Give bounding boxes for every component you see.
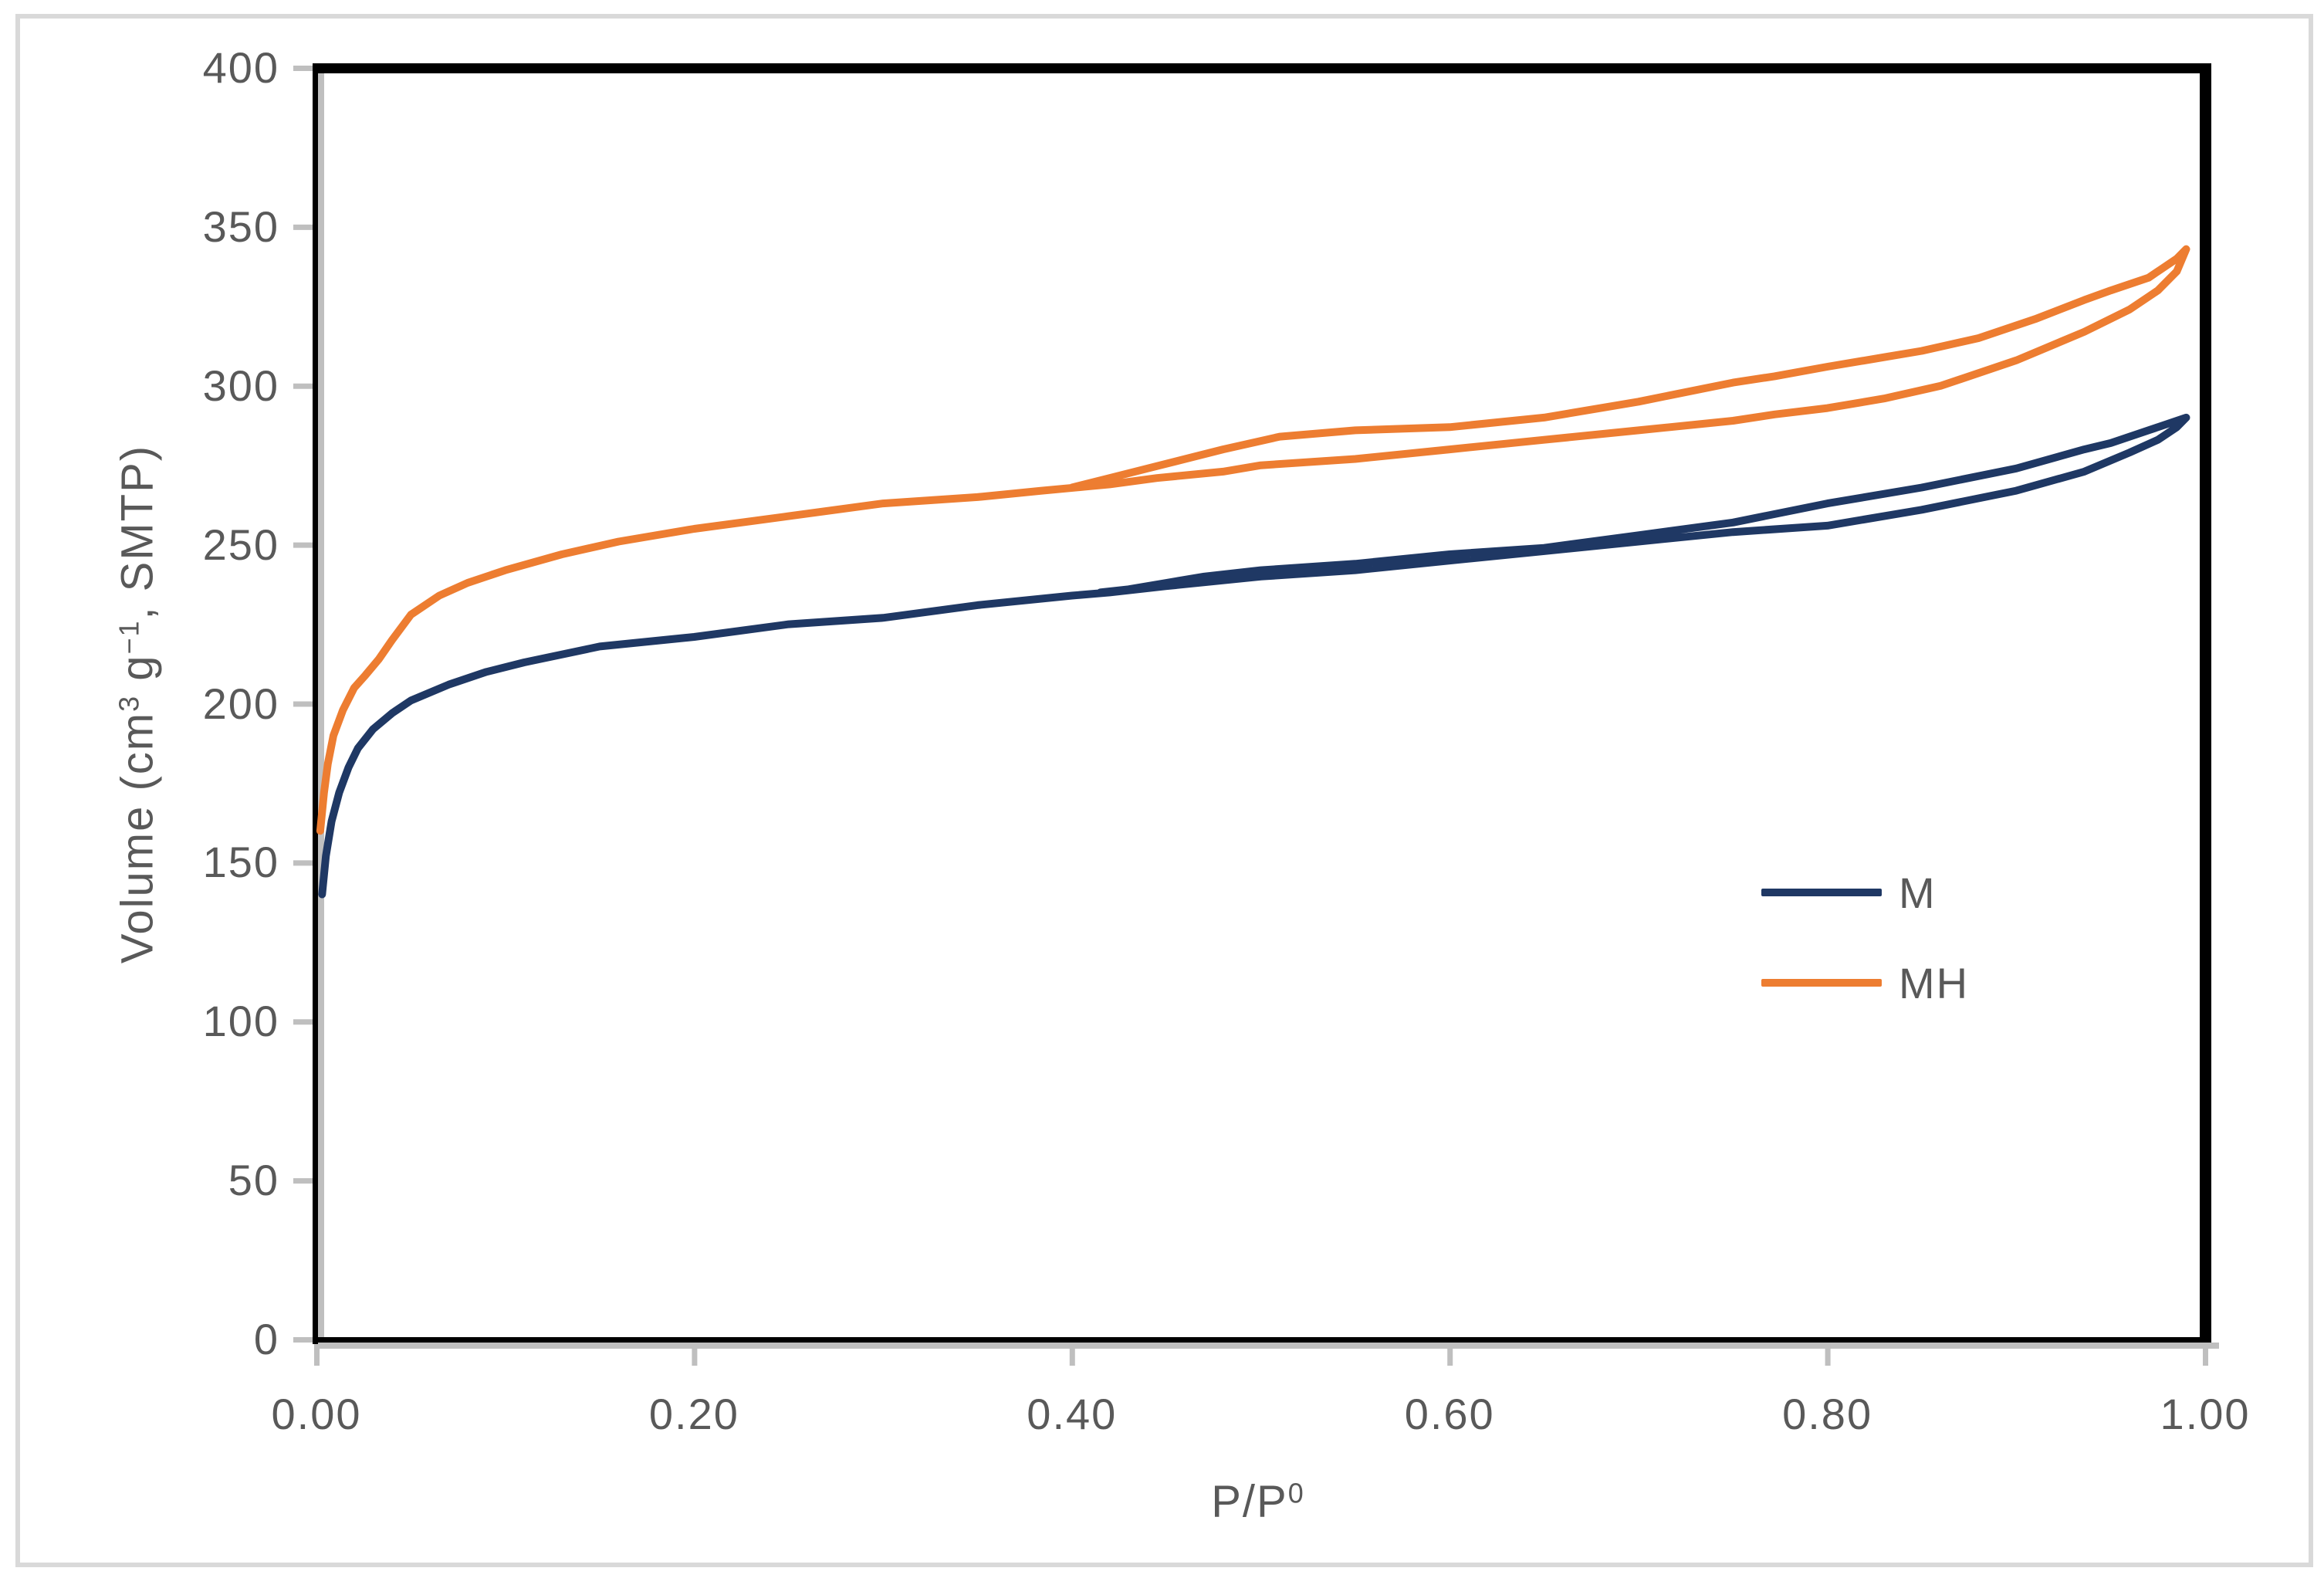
x-tick-label: 0.80: [1782, 1390, 1873, 1438]
legend-entry-mh: MH: [1761, 958, 1969, 1007]
x-tick-mark: [2203, 1343, 2208, 1366]
plot-border-right: [2200, 63, 2211, 1342]
x-axis-title-text: P/P: [1211, 1476, 1288, 1527]
y-tick-mark: [293, 66, 316, 71]
chart-legend: M MH: [1761, 868, 1969, 1007]
x-tick-mark: [1069, 1343, 1075, 1366]
x-tick-label: 0.20: [648, 1390, 739, 1438]
y-tick-label: 400: [202, 43, 279, 92]
y-tick-label: 150: [202, 838, 279, 887]
y-tick-label: 300: [202, 361, 279, 410]
y-tick-mark: [293, 1178, 316, 1184]
legend-entry-m: M: [1761, 868, 1969, 917]
x-axis-shadow: [318, 1343, 2219, 1349]
y-tick-label: 0: [253, 1315, 279, 1363]
x-tick-label: 1.00: [2160, 1390, 2251, 1438]
x-tick-mark: [692, 1343, 698, 1366]
legend-line-mh: [1761, 979, 1882, 987]
y-axis-title-text: g: [112, 654, 163, 695]
legend-line-m: [1761, 889, 1882, 896]
y-axis-title-sup-minus-one: −1: [113, 619, 145, 655]
x-tick-label: 0.40: [1027, 1390, 1118, 1438]
y-tick-mark: [293, 224, 316, 230]
y-tick-mark: [293, 383, 316, 389]
y-axis-title-text: , SMTP): [112, 444, 163, 620]
plot-border-top: [313, 63, 2211, 73]
x-axis-title: P/P0: [1211, 1476, 1305, 1528]
y-axis-line: [313, 63, 318, 1344]
y-tick-mark: [293, 1337, 316, 1343]
y-tick-label: 100: [202, 997, 279, 1046]
x-axis-line: [313, 1337, 2211, 1343]
legend-label-m: M: [1899, 868, 1937, 917]
figure-border: [15, 14, 2313, 1567]
y-tick-label: 50: [228, 1156, 279, 1205]
y-tick-mark: [293, 542, 316, 548]
y-axis-shadow: [318, 68, 324, 1349]
y-tick-label: 250: [202, 520, 279, 569]
x-tick-label: 0.60: [1404, 1390, 1495, 1438]
x-axis-title-sup-zero: 0: [1287, 1477, 1305, 1509]
x-tick-mark: [1825, 1343, 1831, 1366]
y-axis-title-text: Volume (cm: [112, 711, 163, 964]
y-tick-label: 350: [202, 201, 279, 251]
y-tick-mark: [293, 701, 316, 707]
legend-label-mh: MH: [1899, 958, 1970, 1007]
y-tick-mark: [293, 860, 316, 866]
y-tick-mark: [293, 1019, 316, 1025]
y-tick-label: 200: [202, 679, 279, 728]
series-line-m: [318, 413, 2190, 899]
y-axis-title-sup-cubed: 3: [113, 694, 145, 712]
series-line-mh: [316, 245, 2190, 835]
x-tick-mark: [1447, 1343, 1453, 1366]
x-tick-mark: [314, 1343, 320, 1366]
x-tick-label: 0.00: [271, 1390, 362, 1438]
y-axis-title: Volume (cm3 g−1, SMTP): [112, 445, 164, 963]
